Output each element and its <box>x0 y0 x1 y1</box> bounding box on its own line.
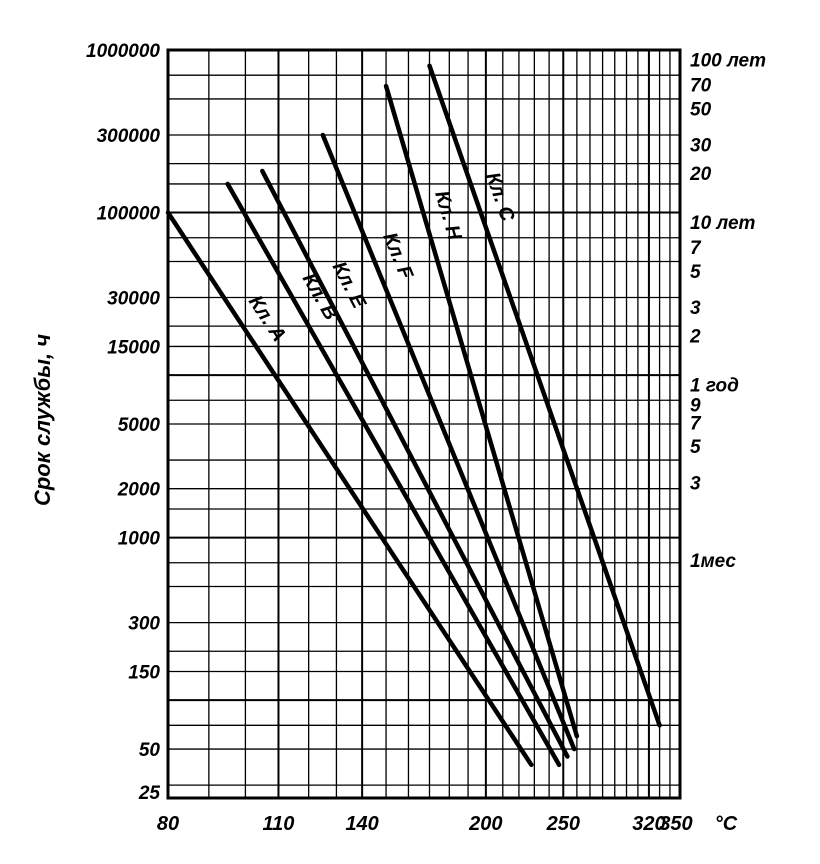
series-line <box>427 63 662 728</box>
right-axis-label: 7 <box>690 413 702 434</box>
y-tick-label: 1000000 <box>86 41 160 62</box>
x-tick-label: 110 <box>263 813 295 835</box>
series-line <box>383 83 580 739</box>
right-axis-label: 5 <box>690 437 701 458</box>
y-tick-label: 5000 <box>118 415 161 436</box>
series-line <box>225 181 562 768</box>
y-tick-label: 30000 <box>107 289 160 310</box>
right-axis-label: 20 <box>689 164 712 185</box>
right-axis-label: 70 <box>690 76 712 97</box>
right-axis-label: 5 <box>690 262 701 283</box>
x-tick-label: 140 <box>345 813 378 835</box>
y-tick-label: 100000 <box>97 204 161 225</box>
right-axis-label: 3 <box>690 298 701 319</box>
right-axis-label: 50 <box>690 99 712 120</box>
grid <box>168 50 680 798</box>
series-line <box>320 132 577 752</box>
right-axis-label: 30 <box>690 135 712 156</box>
right-axis-label: 100 лет <box>690 50 766 71</box>
right-axis-label: 1 год <box>690 375 739 396</box>
right-axis-label: 7 <box>690 238 702 259</box>
series-line <box>260 168 570 759</box>
y-tick-label: 1000 <box>118 529 161 550</box>
y-axis-label: Срок службы, ч <box>30 334 55 506</box>
series-lines: Кл. А Кл. ВКл. ЕКл. FКл. Н Кл. С <box>165 63 662 768</box>
series-label: Кл. Н <box>430 188 465 243</box>
y-tick-label: 2000 <box>117 480 161 501</box>
y-tick-label: 50 <box>139 740 161 761</box>
x-tick-label: 80 <box>157 813 179 835</box>
x-tick-label: 320 <box>632 813 665 835</box>
right-axis-label: 2 <box>689 326 701 347</box>
x-tick-label: 200 <box>468 813 502 835</box>
x-tick-label: 350 <box>659 813 692 835</box>
right-axis-label: 1мес <box>690 551 736 572</box>
right-axis-label: 3 <box>690 473 701 494</box>
y-tick-label: 300000 <box>97 126 161 147</box>
y-tick-label: 15000 <box>107 337 160 358</box>
right-axis-label: 10 лет <box>690 213 756 234</box>
y-tick-label: 300 <box>128 614 160 635</box>
right-axis-label: 9 <box>690 396 701 417</box>
y-tick-label: 150 <box>128 663 160 684</box>
x-tick-label: 250 <box>546 813 580 835</box>
plot-frame <box>166 48 682 800</box>
y-tick-label: 25 <box>138 783 161 804</box>
x-unit-label: °C <box>715 813 738 835</box>
series-line <box>165 210 534 768</box>
